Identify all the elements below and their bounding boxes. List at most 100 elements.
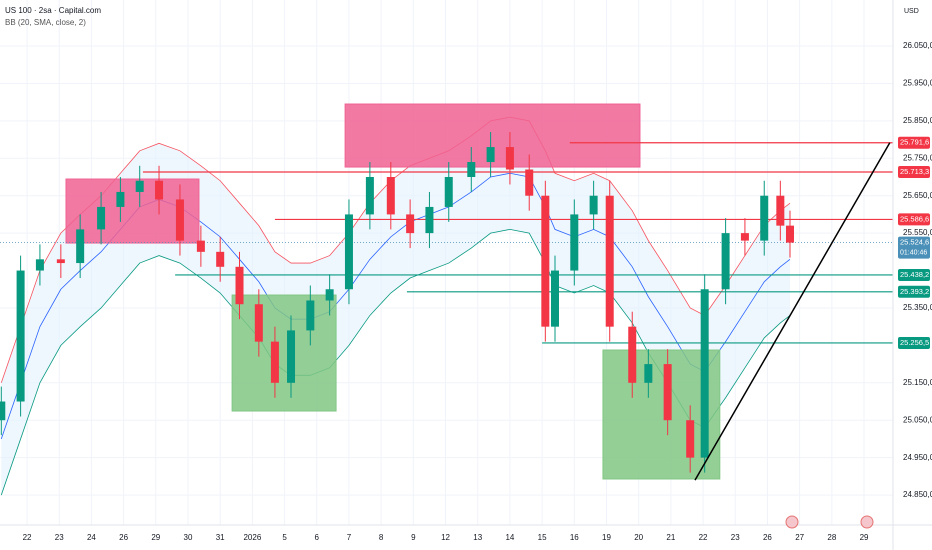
level-label: 25.713,3: [900, 167, 929, 176]
x-tick-label: 21: [666, 533, 675, 542]
level-label: 25.256,5: [900, 338, 929, 347]
x-tick-label: 22: [23, 533, 32, 542]
y-tick-label: 25.850,0: [903, 116, 932, 125]
candle-body: [644, 364, 653, 383]
level-label: 25.438,2: [900, 270, 929, 279]
candle-body: [175, 199, 184, 241]
candle-body: [663, 364, 672, 421]
level-label-box: [898, 166, 930, 179]
x-tick-label: 6: [315, 533, 320, 542]
candle-body: [287, 330, 296, 383]
x-tick-label: 27: [795, 533, 804, 542]
y-tick-label: 25.950,0: [903, 79, 932, 88]
level-label: 25.586,6: [900, 214, 929, 223]
candle-body: [196, 240, 205, 252]
candle-body: [505, 147, 514, 170]
level-label-box: [898, 268, 930, 281]
x-tick-label: 7: [347, 533, 352, 542]
x-tick-label: 19: [602, 533, 611, 542]
x-tick-label: 29: [151, 533, 160, 542]
x-tick-label: 28: [827, 533, 836, 542]
indicator-label: BB (20, SMA, close, 2): [5, 18, 86, 27]
candle-body: [541, 195, 550, 327]
y-tick-label: 25.550,0: [903, 228, 932, 237]
candle-body: [306, 300, 315, 331]
chart-title: US 100 · 2sa · Capital.com: [5, 6, 101, 15]
current-price-box: [898, 236, 930, 259]
zone: [231, 294, 337, 412]
countdown: 01:40:46: [900, 249, 927, 256]
zone: [602, 349, 721, 480]
x-tick-label: 22: [699, 533, 708, 542]
level-label: 25.791,6: [900, 138, 929, 147]
trendline: [694, 142, 891, 481]
candle-body: [325, 289, 334, 301]
x-tick-label: 16: [570, 533, 579, 542]
x-tick-label: 15: [538, 533, 547, 542]
x-tick-label: 9: [411, 533, 416, 542]
candle-body: [425, 206, 434, 234]
level-label: 25.393,2: [900, 287, 929, 296]
candle-body: [760, 195, 769, 241]
axes: 26.050,0 25.950,0 25.850,0 25.750,0 25.650,0…: [23, 41, 932, 542]
candle-body: [155, 180, 164, 200]
y-tick-label: 24.950,0: [903, 453, 932, 462]
candle-body: [628, 326, 637, 383]
y-tick-label: 25.050,0: [903, 415, 932, 424]
x-tick-label: 24: [87, 533, 96, 542]
level-label-box: [898, 285, 930, 298]
x-tick-label: 5: [282, 533, 287, 542]
candle-body: [700, 289, 709, 458]
y-tick-label: 25.150,0: [903, 378, 932, 387]
currency: USD: [904, 8, 919, 15]
candle-body: [550, 270, 559, 327]
candle-body: [570, 214, 579, 271]
y-tick-label: 24.850,0: [903, 490, 932, 499]
candle-body: [406, 214, 415, 234]
x-tick-label: 23: [55, 533, 64, 542]
flag-icon: [785, 515, 874, 529]
candle-body: [686, 420, 695, 458]
candle-body: [16, 270, 25, 402]
candle-body: [776, 195, 785, 226]
level-label-box: [898, 213, 930, 226]
x-tick-label: 26: [763, 533, 772, 542]
candle-body: [270, 341, 279, 383]
x-tick-label: 26: [119, 533, 128, 542]
x-tick-label: 30: [184, 533, 193, 542]
candle-body: [386, 176, 395, 215]
x-tick-label: 20: [634, 533, 643, 542]
candle-body: [97, 206, 106, 230]
candle-body: [0, 401, 6, 421]
candle-body: [721, 233, 730, 290]
x-tick-label: 12: [441, 533, 450, 542]
y-tick-label: 25.350,0: [903, 303, 932, 312]
candle-body: [76, 229, 85, 264]
x-tick-label: 31: [216, 533, 225, 542]
candle-body: [135, 180, 144, 192]
x-tick-label: 14: [505, 533, 514, 542]
level-label-box: [898, 336, 930, 349]
x-tick-label: 2026: [243, 533, 261, 542]
y-tick-label: 25.650,0: [903, 191, 932, 200]
candle-body: [235, 266, 244, 305]
candle-body: [254, 304, 263, 342]
candle-body: [486, 147, 495, 163]
candle-body: [525, 169, 534, 196]
x-tick-label: 23: [731, 533, 740, 542]
candle-body: [785, 225, 794, 243]
candle-body: [116, 191, 125, 207]
trendline-group: [694, 142, 891, 481]
candle-body: [216, 251, 225, 267]
candles: [0, 132, 794, 473]
candle-body: [444, 176, 453, 207]
candle-body: [56, 259, 65, 264]
x-tick-label: 29: [860, 533, 869, 542]
zones: [65, 103, 721, 480]
candle-body: [344, 214, 353, 290]
current-price-label: 25.524,6: [900, 238, 929, 247]
candle-body: [740, 233, 749, 241]
level-label-box: [898, 136, 930, 149]
